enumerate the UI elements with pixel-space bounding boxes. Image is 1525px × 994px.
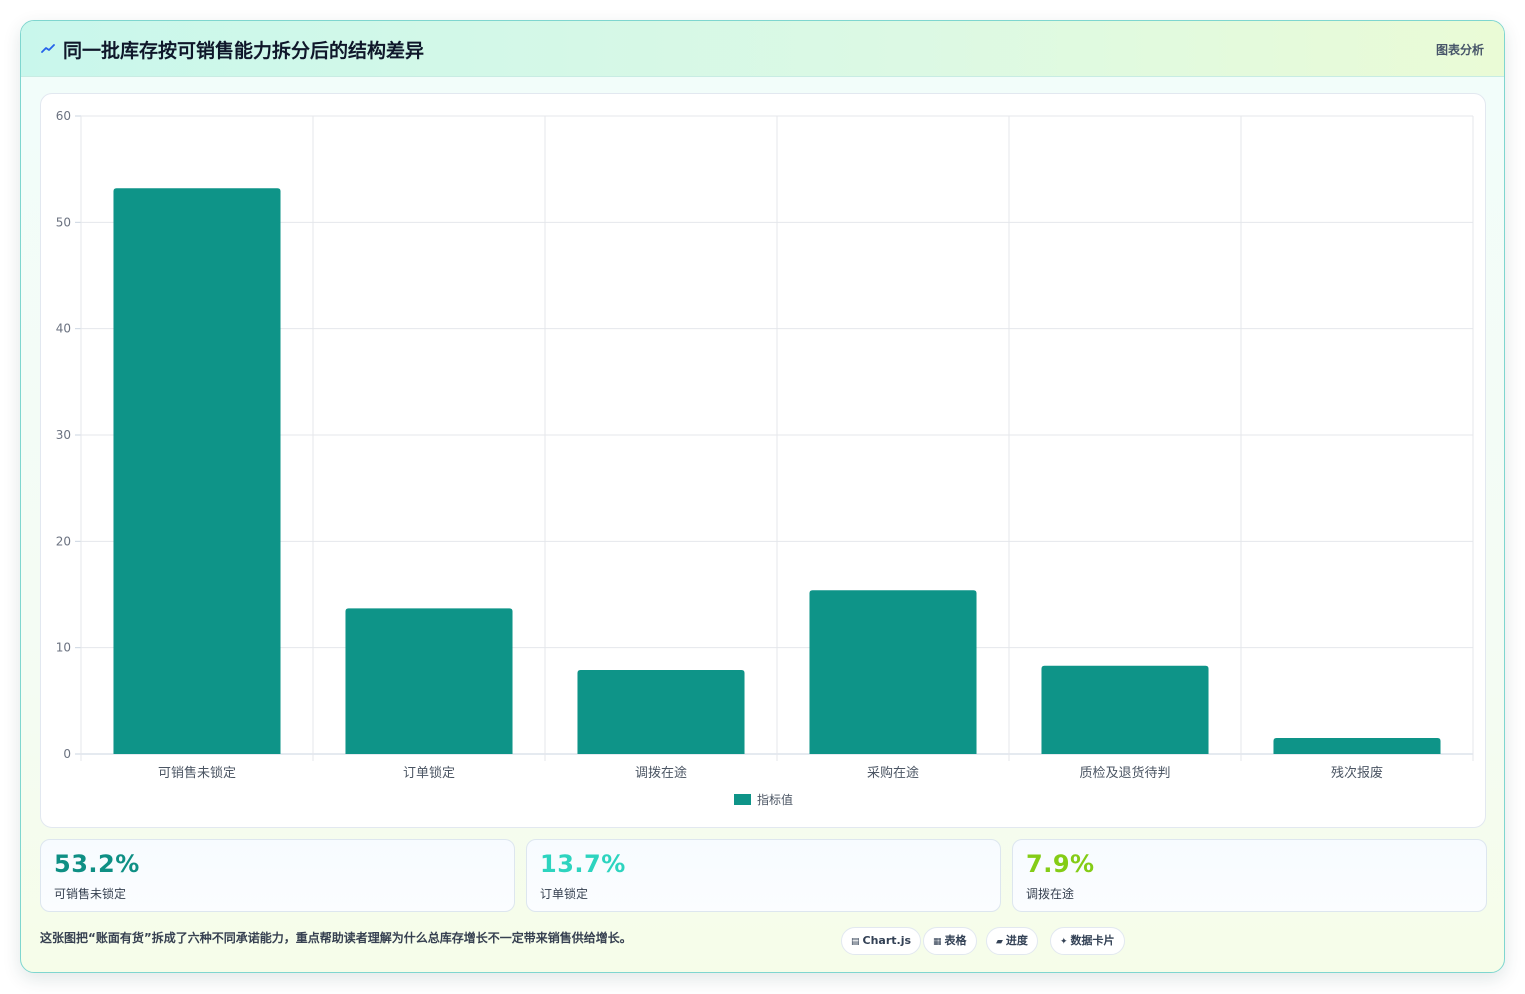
card-header: 同一批库存按可销售能力拆分后的结构差异 图表分析: [21, 21, 1504, 77]
stat-value: 53.2%: [54, 850, 140, 878]
chip-label: 进度: [1005, 934, 1028, 947]
bar: [113, 188, 281, 755]
stat-value: 13.7%: [540, 850, 626, 878]
bar: [1273, 738, 1441, 754]
stat-card-sellable: 53.2% 可销售未锁定: [40, 839, 515, 912]
x-tick-label: 可销售未锁定: [158, 765, 236, 781]
bar-chart: 0 10 20 30 40 50 60 可销售未锁定 订单锁定 调拨在途 采购在途 质检及退货待判 残次…: [56, 109, 1474, 807]
chart-card: 同一批库存按可销售能力拆分后的结构差异 图表分析 0 10 20 30 40 50 60 可销…: [20, 20, 1505, 973]
legend-swatch: [734, 794, 751, 805]
x-tick-label: 采购在途: [867, 765, 919, 781]
chip-data-cards[interactable]: ✦ 数据卡片: [1050, 927, 1125, 955]
stat-card-order-locked: 13.7% 订单锁定: [526, 839, 1001, 912]
chart-icon: ▤: [851, 937, 860, 947]
y-tick-label: 0: [63, 747, 71, 761]
bar: [1041, 665, 1209, 754]
bar: [577, 669, 745, 754]
y-tick-label: 50: [56, 215, 71, 229]
x-tick-label: 残次报废: [1331, 765, 1383, 781]
progress-icon: ▰: [996, 937, 1003, 947]
chip-progress[interactable]: ▰ 进度: [986, 927, 1038, 955]
trend-icon: [41, 44, 55, 53]
chip-label: 表格: [944, 934, 967, 947]
chip-label: 数据卡片: [1070, 934, 1115, 947]
stat-card-transfer: 7.9% 调拨在途: [1012, 839, 1487, 912]
bar: [345, 608, 513, 754]
y-tick-label: 10: [56, 641, 71, 655]
chart-analysis-tag: 图表分析: [1435, 43, 1484, 57]
chart-panel: 0 10 20 30 40 50 60 可销售未锁定 订单锁定 调拨在途 采购在途 质检及退货待判 残次…: [40, 93, 1486, 828]
x-tick-label: 调拨在途: [635, 765, 687, 781]
legend-label: 指标值: [757, 792, 793, 807]
table-icon: ▦: [933, 937, 942, 947]
sparkle-icon: ✦: [1060, 937, 1068, 947]
chart-footnote: 这张图把“账面有货”拆成了六种不同承诺能力，重点帮助读者理解为什么总库存增长不一…: [40, 931, 632, 945]
page-title: 同一批库存按可销售能力拆分后的结构差异: [63, 40, 425, 62]
bar: [809, 590, 977, 754]
chip-label: Chart.js: [862, 934, 912, 947]
y-tick-label: 40: [56, 322, 71, 336]
stat-value: 7.9%: [1026, 850, 1095, 878]
x-tick-label: 质检及退货待判: [1079, 765, 1170, 781]
stat-label: 订单锁定: [540, 887, 589, 901]
y-tick-label: 30: [56, 428, 71, 442]
x-tick-label: 订单锁定: [403, 765, 455, 781]
y-tick-label: 20: [56, 534, 71, 548]
stat-label: 调拨在途: [1026, 887, 1075, 901]
chip-chartjs[interactable]: ▤ Chart.js: [841, 927, 922, 955]
y-tick-label: 60: [56, 109, 71, 123]
chip-table[interactable]: ▦ 表格: [923, 927, 977, 955]
stat-label: 可销售未锁定: [54, 887, 127, 901]
